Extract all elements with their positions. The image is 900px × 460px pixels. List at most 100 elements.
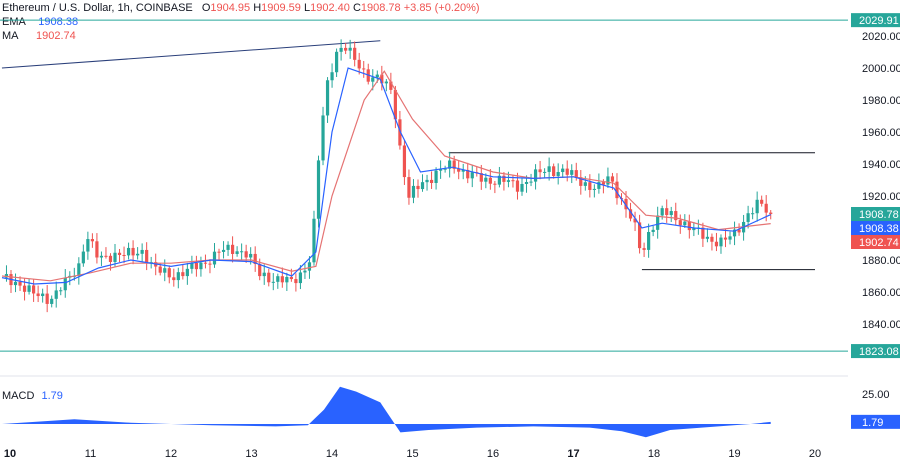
candle-body bbox=[235, 251, 239, 254]
ma-line bbox=[1, 70, 771, 282]
macd-label: MACD bbox=[2, 390, 35, 402]
candle-body bbox=[362, 68, 366, 70]
candle-body bbox=[167, 268, 171, 278]
candle-body bbox=[751, 213, 755, 215]
low-label: L bbox=[303, 2, 311, 14]
price-tags: 2029.91 1908.78 1908.38 1902.74 1823.08 bbox=[851, 13, 900, 359]
candle-body bbox=[493, 183, 497, 185]
candle-body bbox=[334, 51, 339, 73]
candle-body bbox=[22, 285, 27, 292]
time-tick-label: 11 bbox=[85, 448, 96, 460]
candle-body bbox=[710, 236, 714, 242]
candle-body bbox=[497, 175, 501, 185]
candle-body bbox=[199, 262, 203, 270]
candle-body bbox=[760, 199, 764, 204]
candle-body bbox=[728, 236, 732, 240]
candle-body bbox=[524, 181, 529, 184]
price-tick-label: 1880.00 bbox=[862, 255, 900, 267]
price-axis[interactable]: 1840.001860.001880.001900.001920.001940.… bbox=[862, 31, 900, 331]
candle-body bbox=[59, 290, 63, 292]
ema-legend[interactable]: EMA 1908.38 bbox=[2, 16, 78, 28]
candle-body bbox=[402, 145, 407, 178]
candle-body bbox=[344, 47, 348, 51]
candle-body bbox=[221, 249, 226, 252]
candle-body bbox=[312, 218, 316, 263]
candle-body bbox=[380, 74, 384, 84]
candle-body bbox=[633, 218, 637, 223]
time-tick-label: 12 bbox=[165, 448, 177, 460]
candle-body bbox=[692, 228, 696, 231]
price-tag-box bbox=[851, 207, 900, 221]
candle-body bbox=[77, 263, 81, 276]
candle-body bbox=[642, 248, 646, 250]
time-tick-label: 14 bbox=[326, 448, 338, 460]
price-tag-box bbox=[851, 235, 900, 249]
time-axis[interactable]: 10 11 12 13 14 15 16 17 18 19 20 bbox=[4, 448, 821, 460]
candle-body bbox=[13, 281, 18, 286]
candle-body bbox=[533, 169, 538, 182]
candle-body bbox=[50, 298, 54, 304]
candle-body bbox=[54, 290, 58, 299]
candle-body bbox=[511, 180, 515, 182]
candle-body bbox=[610, 176, 615, 182]
ma-legend[interactable]: MA 1902.74 bbox=[2, 30, 76, 42]
candle-body bbox=[104, 255, 108, 257]
ma-label: MA bbox=[2, 30, 18, 42]
candle-body bbox=[737, 229, 741, 233]
candle-body bbox=[452, 160, 456, 169]
candle-body bbox=[176, 272, 180, 281]
price-tag-box bbox=[851, 344, 900, 359]
candle-body bbox=[32, 285, 36, 294]
horizontal-levels[interactable] bbox=[0, 19, 848, 352]
candle-body bbox=[416, 185, 420, 190]
candle-body bbox=[701, 227, 705, 239]
candle-body bbox=[588, 182, 592, 190]
drawn-lines[interactable] bbox=[1, 40, 815, 271]
candle-body bbox=[131, 247, 135, 256]
candle-body bbox=[330, 72, 334, 81]
candle-body bbox=[656, 215, 660, 230]
candle-body bbox=[538, 169, 542, 173]
candle-body bbox=[601, 182, 606, 185]
candle-body bbox=[669, 211, 673, 216]
candle-body bbox=[253, 253, 257, 265]
candle-body bbox=[108, 255, 113, 262]
candle-body bbox=[258, 264, 262, 277]
macd-legend[interactable]: MACD 1.79 bbox=[2, 390, 63, 402]
candle-body bbox=[393, 89, 397, 120]
candle-body bbox=[194, 263, 199, 270]
candle-body bbox=[45, 293, 49, 304]
candle-body bbox=[203, 262, 208, 264]
candle-body bbox=[398, 119, 402, 146]
candle-body bbox=[570, 170, 574, 175]
candle-body bbox=[172, 277, 176, 281]
macd-tag-box bbox=[851, 414, 900, 429]
candle-body bbox=[687, 221, 691, 231]
candle-body bbox=[4, 274, 9, 278]
price-tick-label: 1840.00 bbox=[862, 319, 900, 331]
candle-body bbox=[647, 231, 651, 250]
candle-body bbox=[262, 272, 266, 277]
candle-body bbox=[158, 266, 162, 273]
time-tick-label: 18 bbox=[648, 448, 660, 460]
candle-body bbox=[117, 252, 122, 256]
macd-axis[interactable]: 25.00 1.79 bbox=[851, 389, 900, 429]
macd-tick-label: 25.00 bbox=[862, 389, 890, 401]
candle-body bbox=[461, 169, 465, 172]
candle-body bbox=[561, 168, 565, 173]
candles bbox=[4, 39, 773, 313]
candle-body bbox=[81, 251, 85, 264]
drawn-line-0 bbox=[1, 40, 381, 69]
candle-body bbox=[705, 236, 710, 239]
candle-body bbox=[615, 181, 619, 199]
candle-body bbox=[163, 268, 167, 273]
ema-line bbox=[1, 67, 771, 285]
symbol-title[interactable]: Ethereum / U.S. Dollar, 1h, COINBASE bbox=[2, 2, 193, 14]
candle-body bbox=[448, 160, 452, 169]
high-value: 1909.59 bbox=[261, 2, 301, 14]
candle-body bbox=[348, 47, 352, 51]
candle-body bbox=[764, 203, 768, 213]
candle-body bbox=[190, 263, 194, 269]
candle-body bbox=[289, 277, 293, 280]
